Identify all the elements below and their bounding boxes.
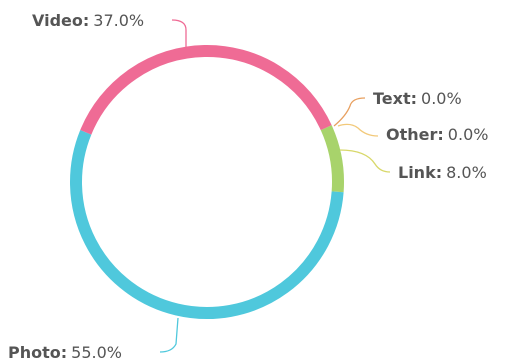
- label-video: Video: 37.0%: [32, 11, 144, 30]
- label-text: Text: 0.0%: [373, 89, 462, 108]
- slice-photo: [70, 130, 344, 319]
- slice-link: [320, 125, 344, 193]
- connector-photo: [159, 317, 179, 353]
- label-link: Link: 8.0%: [398, 163, 487, 182]
- connector-link: [339, 149, 391, 173]
- label-photo: Photo: 55.0%: [8, 343, 122, 362]
- label-other: Other: 0.0%: [386, 125, 488, 144]
- connector-other: [337, 123, 379, 137]
- connectors-group: [159, 19, 391, 353]
- connector-text: [333, 97, 366, 127]
- slices-group: [70, 45, 344, 319]
- slice-video: [80, 45, 332, 135]
- connector-video: [171, 19, 187, 48]
- labels-group: Video: 37.0% Text: 0.0% Other: 0.0% Link: 8.…: [8, 11, 488, 362]
